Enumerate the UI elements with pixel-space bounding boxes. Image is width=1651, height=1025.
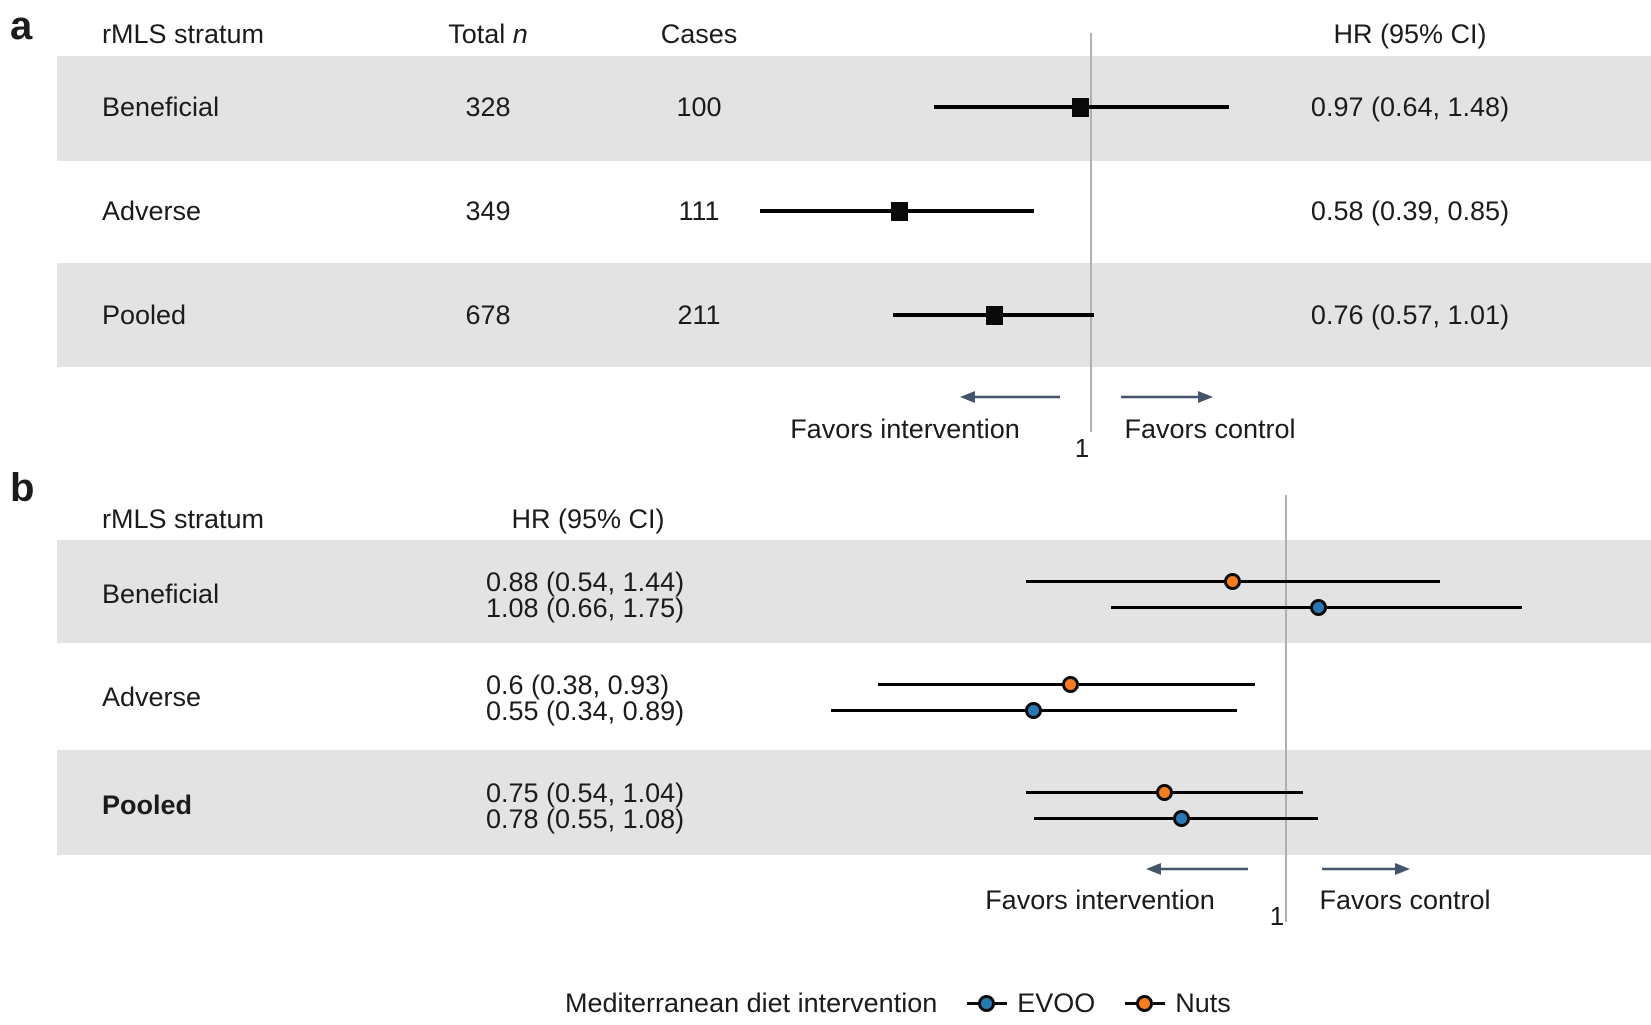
column-header-total-n: Total n [388,18,588,50]
reference-line-hr1-b [1285,495,1287,922]
hr-point-nuts [1223,572,1241,590]
ref-tick-label-b: 1 [1269,901,1285,931]
right-arrow-icon [1322,863,1410,875]
favors-control-label-a: Favors control [1124,414,1296,444]
hr-point-evoo [1309,598,1327,616]
stratum-label: Adverse [102,682,202,712]
row-band-pooled-b [57,750,1651,855]
hr-ci-value: 0.97 (0.64, 1.48) [1310,92,1510,122]
legend-item-evoo: EVOO [967,986,1095,1020]
hr-ci-value-nuts: 0.6 (0.38, 0.93) [486,670,670,700]
hr-ci-value-evoo: 0.55 (0.34, 0.89) [486,696,685,726]
legend-title: Mediterranean diet intervention [565,988,938,1018]
legend-item-nuts: Nuts [1125,986,1231,1020]
hr-ci-value-evoo: 1.08 (0.66, 1.75) [486,593,685,623]
stratum-label: Pooled [102,300,187,330]
column-header-hr-a: HR (95% CI) [1333,19,1487,49]
panel-b-label: b [10,466,35,510]
hr-ci-value-nuts: 0.75 (0.54, 1.04) [486,778,685,808]
hr-ci-value-nuts: 0.88 (0.54, 1.44) [486,567,685,597]
column-header-stratum-b: rMLS stratum [102,504,265,534]
total-n-italic: n [512,19,528,49]
column-header-stratum-a: rMLS stratum [102,19,265,49]
total-n-value: 328 [465,92,511,122]
hr-point-square [1071,97,1089,117]
hr-point-evoo [1025,701,1043,719]
hr-point-square [890,201,908,221]
row-band-beneficial-b [57,540,1651,643]
hr-ci-value: 0.58 (0.39, 0.85) [1310,196,1510,226]
right-arrow-icon [1121,391,1213,403]
cases-value: 211 [677,300,721,330]
nuts-marker-icon [1125,994,1166,1012]
row-band-pooled-a [57,263,1651,367]
ref-tick-label-a: 1 [1074,433,1090,463]
legend: Mediterranean diet intervention EVOO Nut… [565,986,1231,1020]
stratum-label: Beneficial [102,579,220,609]
hr-point-square [985,305,1003,325]
evoo-marker-icon [967,994,1008,1012]
cases-value: 111 [678,196,720,226]
hr-ci-value-evoo: 0.78 (0.55, 1.08) [486,804,685,834]
favors-intervention-label-a: Favors intervention [790,414,1020,444]
total-n-value: 349 [465,196,511,226]
column-header-cases: Cases [660,19,738,49]
hr-point-evoo [1172,809,1190,827]
legend-label-nuts: Nuts [1175,988,1231,1018]
favors-intervention-label-b: Favors intervention [985,885,1215,915]
cases-value: 100 [676,92,722,122]
hr-point-nuts [1061,675,1079,693]
reference-line-hr1-a [1090,33,1092,432]
left-arrow-icon [1146,863,1248,875]
hr-ci-value: 0.76 (0.57, 1.01) [1310,300,1510,330]
stratum-label: Pooled [102,790,193,820]
total-n-value: 678 [465,300,511,330]
left-arrow-icon [960,391,1060,403]
legend-label-evoo: EVOO [1017,988,1096,1018]
hr-point-nuts [1156,783,1174,801]
favors-control-label-b: Favors control [1319,885,1491,915]
total-label: Total [448,19,506,49]
stratum-label: Adverse [102,196,202,226]
row-band-beneficial-a [57,56,1651,161]
stratum-label: Beneficial [102,92,220,122]
column-header-hr-b: HR (95% CI) [511,504,665,534]
panel-a-label: a [10,4,33,48]
